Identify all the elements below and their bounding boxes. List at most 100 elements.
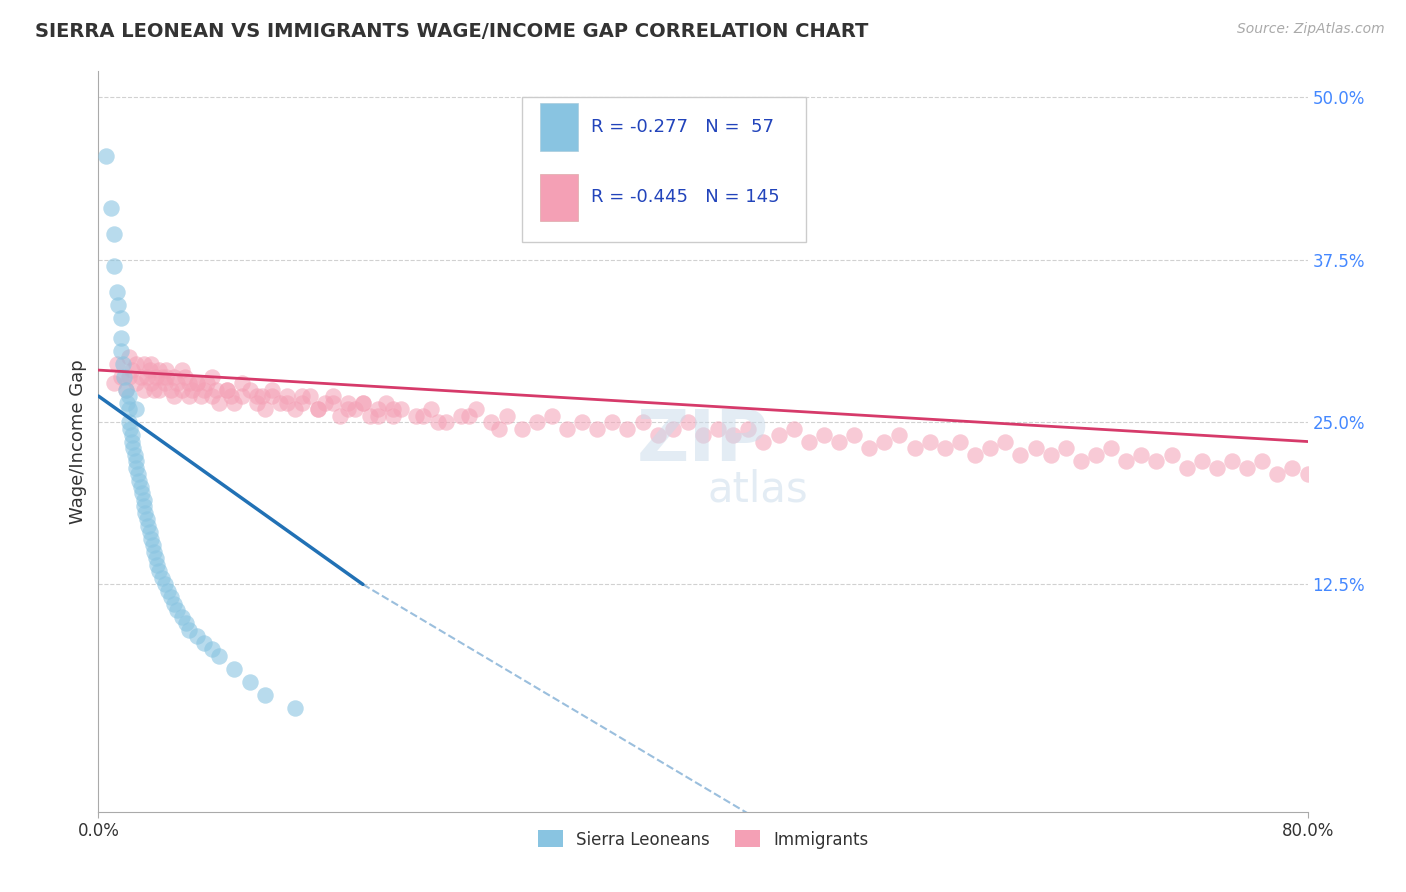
Point [121,428,143,442]
Point [1130,448,1153,462]
Point [322,395,344,409]
Point [201,642,224,657]
Point [284,701,307,715]
Point [262,383,284,397]
Point [1175,460,1198,475]
Point [965,448,987,462]
Point [1206,460,1229,475]
Point [1085,448,1108,462]
Point [143,545,166,559]
Point [352,395,374,409]
Point [135,369,157,384]
Point [367,402,389,417]
Point [201,369,224,384]
Point [707,421,730,435]
Point [1191,454,1213,468]
Point [118,389,141,403]
Point [132,357,155,371]
Point [179,389,201,403]
Legend: Sierra Leoneans, Immigrants: Sierra Leoneans, Immigrants [531,823,875,855]
Point [118,415,141,429]
Point [246,389,269,403]
Point [215,383,238,397]
Point [555,421,578,435]
Point [797,434,820,449]
Point [174,616,197,631]
Point [231,389,253,403]
Point [329,409,352,423]
Point [124,448,146,462]
Point [145,369,167,384]
Point [118,350,141,364]
Point [1115,454,1137,468]
Text: ZIP: ZIP [637,407,769,476]
Point [145,551,167,566]
Point [239,674,262,689]
Point [1160,448,1182,462]
Point [129,480,152,494]
Point [979,441,1001,455]
FancyBboxPatch shape [540,103,578,151]
Point [170,610,193,624]
Point [186,376,208,390]
Point [105,285,128,300]
Point [427,415,450,429]
Point [173,369,195,384]
Point [457,409,479,423]
Point [481,415,503,429]
Point [193,383,215,397]
Point [153,376,176,390]
Point [1296,467,1319,481]
Point [125,460,148,475]
Point [110,343,132,358]
Point [510,421,533,435]
Point [344,402,367,417]
Point [208,648,231,663]
Point [269,395,291,409]
Point [107,298,129,312]
Point [465,402,488,417]
Point [155,363,177,377]
Point [571,415,593,429]
Text: SIERRA LEONEAN VS IMMIGRANTS WAGE/INCOME GAP CORRELATION CHART: SIERRA LEONEAN VS IMMIGRANTS WAGE/INCOME… [35,22,869,41]
Point [752,434,775,449]
Point [692,428,714,442]
Point [322,389,344,403]
Point [367,409,389,423]
Point [141,532,163,546]
Point [586,421,609,435]
Point [115,395,138,409]
Point [160,591,183,605]
Point [156,583,179,598]
Point [949,434,972,449]
Point [253,688,276,702]
Point [450,409,472,423]
Point [136,519,159,533]
Point [179,623,201,637]
Point [1281,460,1303,475]
Point [231,376,253,390]
Point [148,363,170,377]
Point [616,421,638,435]
Point [163,597,186,611]
Point [246,395,269,409]
Point [111,357,134,371]
Point [1070,454,1092,468]
Point [1010,448,1032,462]
Point [1267,467,1289,481]
Point [382,402,405,417]
Point [142,538,165,552]
Point [889,428,911,442]
Point [131,486,153,500]
Point [382,409,405,423]
Point [374,395,396,409]
Point [224,662,246,676]
Point [1251,454,1274,468]
Point [103,376,125,390]
Point [166,603,188,617]
Point [495,409,517,423]
Point [135,512,157,526]
Point [114,383,136,397]
Point [994,434,1017,449]
Point [150,571,173,585]
